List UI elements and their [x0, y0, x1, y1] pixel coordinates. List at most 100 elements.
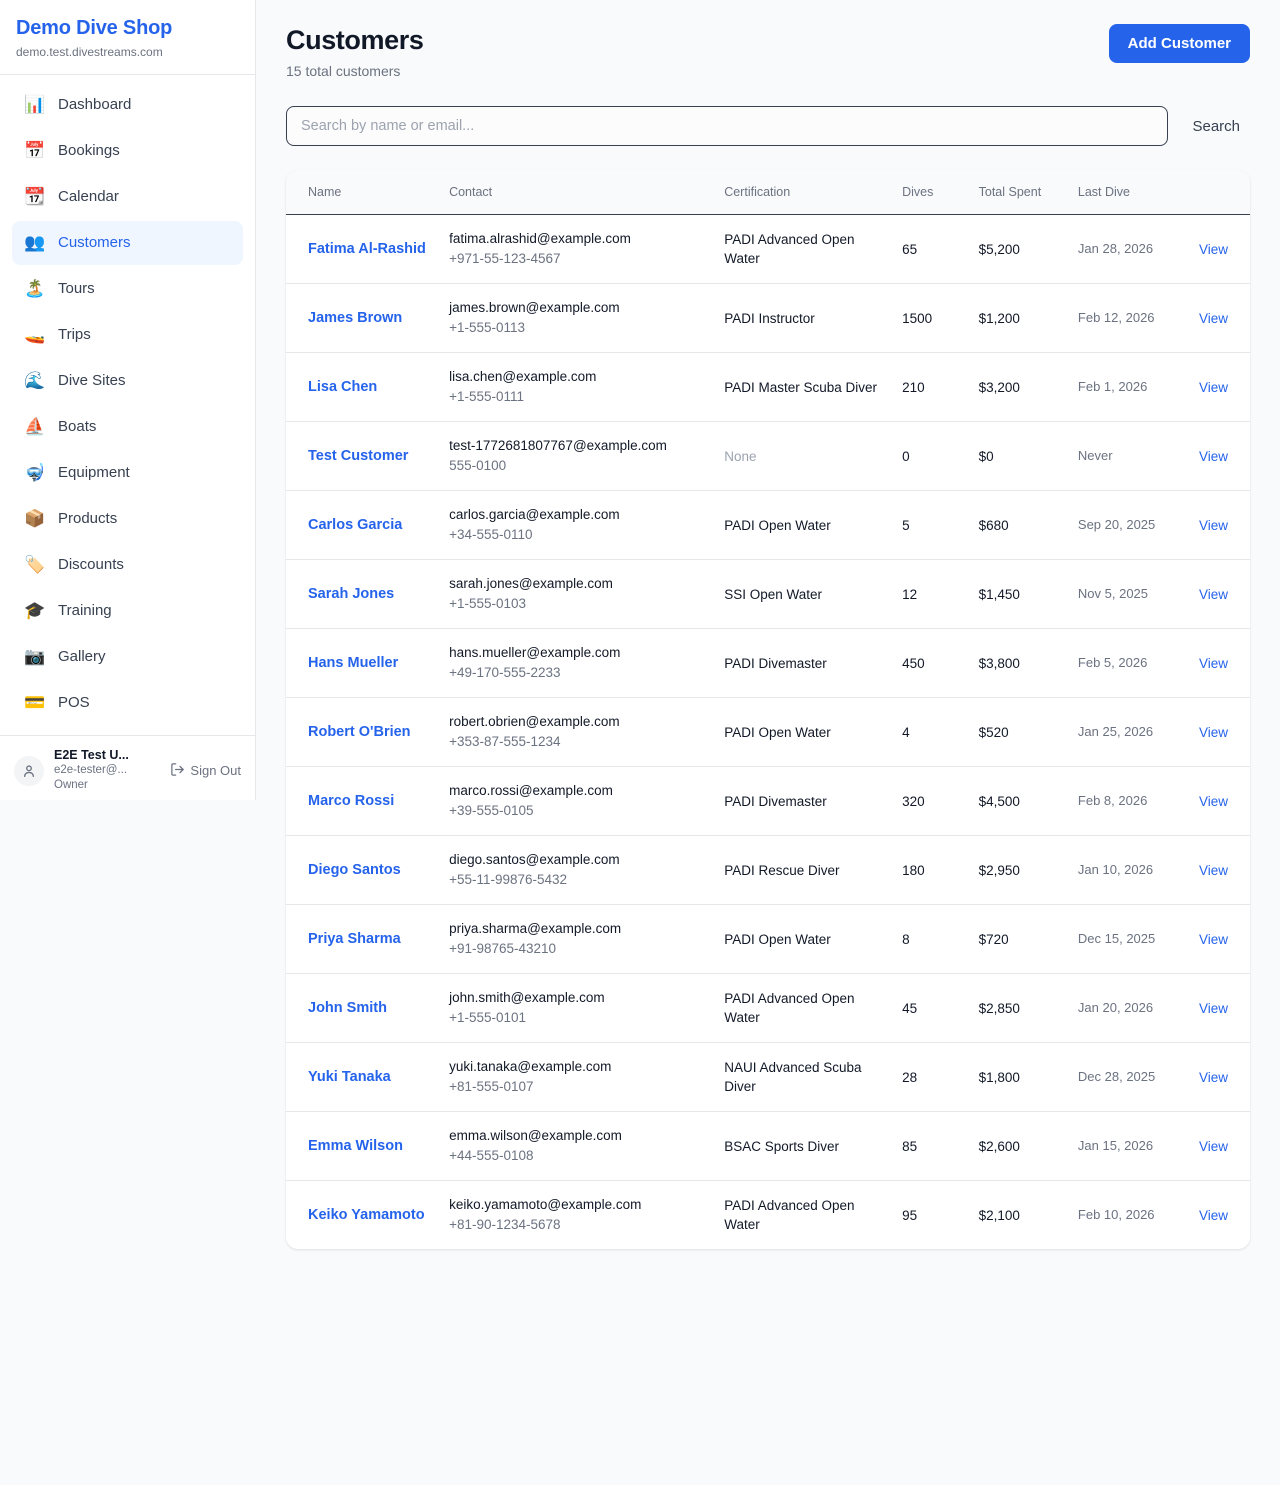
cell-actions: View [1169, 352, 1250, 422]
cell-certification: PADI Advanced Open Water [714, 214, 893, 284]
sidebar-item-trips[interactable]: 🚤 Trips [12, 313, 243, 357]
sidebar-item-gallery[interactable]: 📷 Gallery [12, 635, 243, 679]
table-row: John Smith john.smith@example.com +1-555-0… [286, 973, 1250, 1043]
cell-dives: 85 [892, 1111, 969, 1181]
certification-value: None [724, 448, 757, 464]
view-link[interactable]: View [1198, 931, 1228, 947]
page-header: Customers 15 total customers Add Custome… [286, 24, 1250, 80]
view-link[interactable]: View [1198, 1207, 1228, 1223]
cell-dives: 450 [892, 628, 969, 698]
customer-name-link[interactable]: Fatima Al-Rashid [308, 240, 426, 257]
cell-name: Robert O'Brien [286, 697, 440, 767]
cell-contact: keiko.yamamoto@example.com +81-90-1234-56… [439, 1181, 714, 1250]
customer-name-link[interactable]: James Brown [308, 309, 403, 326]
cell-dives: 45 [892, 973, 969, 1043]
customer-name-link[interactable]: John Smith [308, 999, 387, 1016]
sidebar-item-calendar[interactable]: 📆 Calendar [12, 175, 243, 219]
sidebar-item-label: Discounts [58, 556, 124, 573]
sidebar-item-bookings[interactable]: 📅 Bookings [12, 129, 243, 173]
sidebar-item-training[interactable]: 🎓 Training [12, 589, 243, 633]
table-row: Carlos Garcia carlos.garcia@example.com +3… [286, 490, 1250, 560]
customer-name-link[interactable]: Yuki Tanaka [308, 1068, 391, 1085]
sidebar-item-pos[interactable]: 💳 POS [12, 681, 243, 725]
cell-actions: View [1169, 835, 1250, 905]
certification-value: PADI Instructor [724, 310, 815, 326]
sidebar-header: Demo Dive Shop demo.test.divestreams.com [0, 0, 255, 75]
cell-total-spent: $5,200 [968, 214, 1068, 284]
sidebar-item-label: Tours [58, 280, 95, 297]
sidebar-item-label: Boats [58, 418, 97, 435]
table-row: James Brown james.brown@example.com +1-555… [286, 283, 1250, 353]
sidebar-item-products[interactable]: 📦 Products [12, 497, 243, 541]
customer-name-link[interactable]: Keiko Yamamoto [308, 1206, 425, 1223]
customer-name-link[interactable]: Diego Santos [308, 861, 401, 878]
sidebar-footer: E2E Test U... e2e-tester@... Owner Sign … [0, 735, 255, 805]
sidebar-item-boats[interactable]: ⛵ Boats [12, 405, 243, 449]
sidebar-item-label: Customers [58, 234, 131, 251]
view-link[interactable]: View [1198, 241, 1228, 257]
bookings-icon: 📅 [24, 141, 46, 161]
view-link[interactable]: View [1198, 862, 1228, 878]
view-link[interactable]: View [1198, 1138, 1228, 1154]
view-link[interactable]: View [1198, 586, 1228, 602]
cell-certification: NAUI Advanced Scuba Diver [714, 1042, 893, 1112]
customer-name-link[interactable]: Hans Mueller [308, 654, 399, 671]
customer-email: carlos.garcia@example.com [449, 507, 620, 522]
cell-dives: 320 [892, 766, 969, 836]
boats-icon: ⛵ [24, 417, 46, 437]
table-row: Robert O'Brien robert.obrien@example.com +… [286, 697, 1250, 767]
certification-value: PADI Open Water [724, 517, 831, 533]
view-link[interactable]: View [1198, 724, 1228, 740]
customer-name-link[interactable]: Sarah Jones [308, 585, 395, 602]
customer-email: diego.santos@example.com [449, 852, 620, 867]
search-input[interactable] [286, 106, 1169, 146]
sidebar-item-tours[interactable]: 🏝️ Tours [12, 267, 243, 311]
search-button[interactable]: Search [1182, 112, 1250, 141]
cell-certification: PADI Divemaster [714, 766, 893, 836]
cell-actions: View [1169, 1181, 1250, 1250]
sign-out-button[interactable]: Sign Out [170, 762, 241, 780]
view-link[interactable]: View [1198, 655, 1228, 671]
view-link[interactable]: View [1198, 1000, 1228, 1016]
view-link[interactable]: View [1198, 448, 1228, 464]
cell-dives: 210 [892, 352, 969, 422]
sidebar-item-dashboard[interactable]: 📊 Dashboard [12, 83, 243, 127]
cell-dives: 12 [892, 559, 969, 629]
view-link[interactable]: View [1198, 1069, 1228, 1085]
cell-actions: View [1169, 766, 1250, 836]
customer-name-link[interactable]: Carlos Garcia [308, 516, 403, 533]
view-link[interactable]: View [1198, 310, 1228, 326]
customer-name-link[interactable]: Test Customer [308, 447, 409, 464]
user-email: e2e-tester@... [54, 764, 128, 776]
cell-total-spent: $1,800 [968, 1042, 1068, 1112]
table-row: Test Customer test-1772681807767@example.… [286, 421, 1250, 491]
customer-phone: +39-555-0105 [449, 803, 534, 818]
cell-total-spent: $4,500 [968, 766, 1068, 836]
table-row: Diego Santos diego.santos@example.com +55-… [286, 835, 1250, 905]
customer-name-link[interactable]: Lisa Chen [308, 378, 378, 395]
cell-name: Carlos Garcia [286, 490, 440, 560]
view-link[interactable]: View [1198, 517, 1228, 533]
cell-name: Keiko Yamamoto [286, 1181, 439, 1250]
view-link[interactable]: View [1198, 379, 1228, 395]
customer-name-link[interactable]: Marco Rossi [308, 792, 395, 809]
customer-phone: +81-90-1234-5678 [449, 1217, 561, 1232]
customer-name-link[interactable]: Robert O'Brien [308, 723, 411, 740]
cell-actions: View [1169, 628, 1250, 698]
table-head: Name Contact Certification Dives Total Spent… [286, 170, 1250, 215]
sidebar-item-equipment[interactable]: 🤿 Equipment [12, 451, 243, 495]
cell-total-spent: $3,800 [968, 628, 1068, 698]
cell-last-dive: Jan 10, 2026 [1067, 835, 1170, 905]
sidebar-item-customers[interactable]: 👥 Customers [12, 221, 243, 265]
cell-dives: 65 [892, 214, 969, 284]
customer-name-link[interactable]: Emma Wilson [308, 1137, 403, 1154]
customer-phone: +971-55-123-4567 [449, 251, 561, 266]
customer-phone: +1-555-0103 [449, 596, 527, 611]
sidebar-item-discounts[interactable]: 🏷️ Discounts [12, 543, 243, 587]
customer-name-link[interactable]: Priya Sharma [308, 930, 401, 947]
view-link[interactable]: View [1198, 793, 1228, 809]
cell-last-dive: Jan 28, 2026 [1067, 214, 1170, 284]
sidebar-item-dive-sites[interactable]: 🌊 Dive Sites [12, 359, 243, 403]
cell-contact: yuki.tanaka@example.com +81-555-0107 [439, 1042, 715, 1112]
add-customer-button[interactable]: Add Customer [1108, 24, 1250, 63]
